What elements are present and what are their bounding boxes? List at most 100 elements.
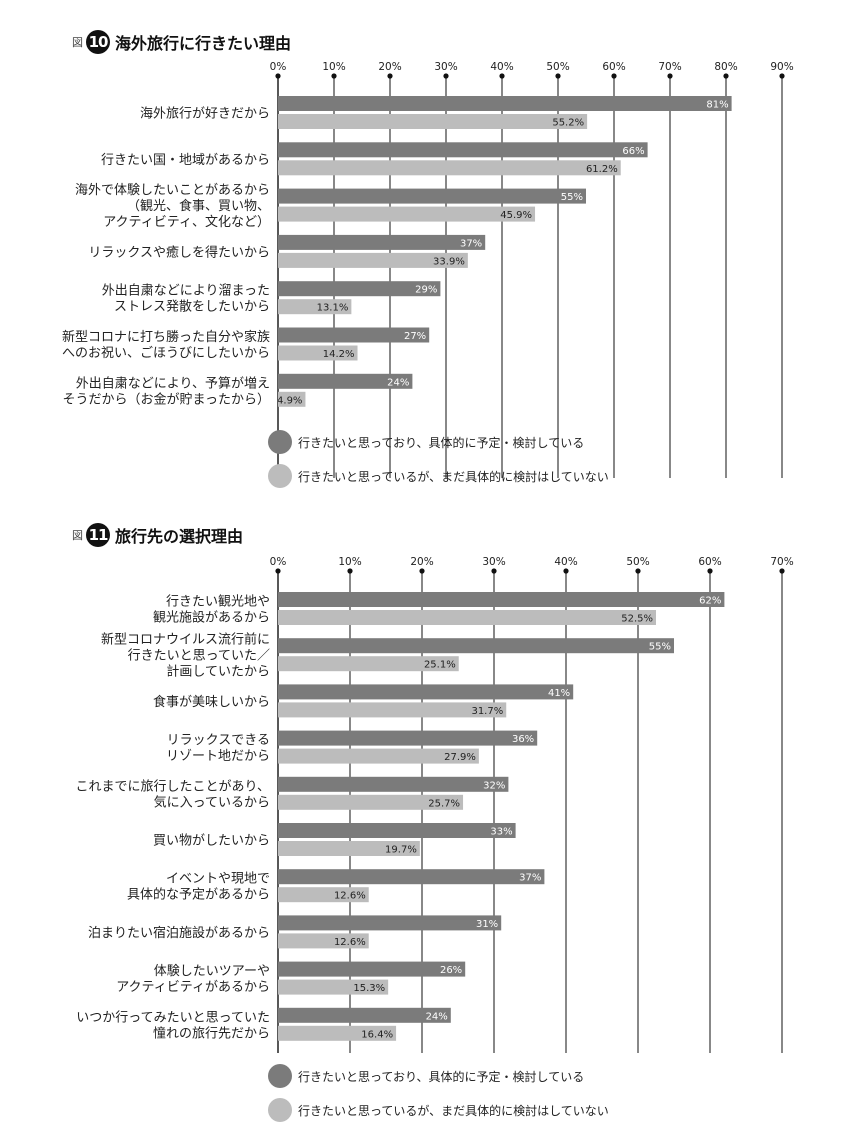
x-tick-label: 50% (546, 61, 569, 73)
tick-dot (491, 568, 497, 574)
bar-light (278, 114, 588, 129)
category-label: 行きたい国・地域があるから (101, 153, 270, 168)
bar-dark (278, 592, 725, 607)
data-label: 25.1% (424, 660, 456, 671)
legend-item-light: 行きたいと思っているが、まだ具体的に検討はしていない (268, 1098, 609, 1122)
tick-dot (723, 73, 729, 79)
tick-dot (499, 73, 505, 79)
bar-light (278, 299, 352, 315)
data-label: 55% (561, 192, 583, 203)
category-label: イベントや現地で具体的な予定があるから (127, 872, 270, 903)
data-label: 33% (490, 827, 512, 838)
category-label: これまでに旅行したことがあり、気に入っているから (76, 779, 270, 810)
data-label: 81% (706, 100, 728, 111)
category-label: 泊まりたい宿泊施設があるから (88, 925, 270, 941)
legend-swatch-light-icon (268, 464, 292, 488)
data-label: 55% (649, 642, 671, 653)
figure-number-badge: 10 (86, 30, 110, 54)
bar-light (278, 887, 369, 903)
x-tick-label: 30% (482, 556, 505, 568)
category-label: いつか行ってみたいと思っていた憧れの旅行先だから (76, 1010, 270, 1041)
figure-10-title: 図 10 海外旅行に行きたい理由 (72, 30, 291, 54)
data-label: 24% (387, 377, 409, 388)
category-label: 行きたい観光地や観光施設があるから (153, 595, 270, 626)
bar-dark (278, 961, 466, 977)
legend-item-dark: 行きたいと思っており、具体的に予定・検討している (268, 430, 609, 454)
legend-swatch-dark-icon (268, 430, 292, 454)
figure-title-text: 海外旅行に行きたい理由 (115, 34, 292, 53)
data-label: 26% (440, 965, 462, 976)
legend-label-dark: 行きたいと思っており、具体的に予定・検討している (298, 435, 585, 450)
x-tick-label: 40% (554, 556, 577, 568)
data-label: 16.4% (361, 1029, 393, 1040)
x-tick-label: 0% (270, 61, 287, 73)
bar-dark (278, 869, 545, 885)
category-label: 食事が美味しいから (153, 694, 270, 710)
data-label: 33.9% (433, 256, 465, 267)
bar-dark (278, 188, 586, 204)
bar-dark (278, 281, 441, 297)
legend-label-light: 行きたいと思っているが、まだ具体的に検討はしていない (298, 1103, 609, 1118)
x-tick-label: 20% (378, 61, 401, 73)
x-tick-label: 0% (270, 556, 287, 568)
category-label: リラックスや癒しを得たいから (88, 244, 270, 260)
data-label: 14.2% (323, 349, 355, 360)
data-label: 19.7% (385, 845, 417, 856)
figure-11-title: 図 11 旅行先の選択理由 (72, 523, 243, 547)
bar-dark (278, 96, 732, 111)
x-tick-label: 70% (658, 61, 681, 73)
data-label: 32% (483, 780, 505, 791)
bar-light (278, 748, 479, 764)
bar-dark (278, 776, 509, 792)
data-label: 27% (404, 331, 426, 342)
tick-dot (387, 73, 393, 79)
chart-overseas-travel-reasons: 0% 10% 20% 30% 40% 50% 60% 70% 80% 90% 海外旅行が好きだから 8… (62, 61, 794, 478)
bar-dark (278, 142, 648, 158)
category-label: 新型コロナウイルス流行前に行きたいと思っていた／計画していたから (101, 632, 270, 680)
bar-light (278, 794, 464, 810)
x-tick-label: 90% (770, 61, 793, 73)
tick-dot (779, 73, 785, 79)
tick-dot (707, 568, 713, 574)
bar-light (278, 345, 358, 361)
x-tick-label: 70% (770, 556, 793, 568)
tick-dot (275, 568, 281, 574)
data-label: 37% (519, 873, 541, 884)
bar-light (278, 206, 536, 222)
category-label: 海外で体験したいことがあるから（観光、食事、買い物、アクティビティ、文化など） (75, 183, 270, 230)
bar-light (278, 979, 389, 995)
data-label: 15.3% (353, 983, 385, 994)
tick-dot (275, 73, 281, 79)
bar-dark (278, 234, 486, 250)
tick-dot (611, 73, 617, 79)
figure-label: 図 (72, 529, 83, 542)
tick-dot (563, 568, 569, 574)
tick-dot (443, 73, 449, 79)
x-tick-label: 60% (698, 556, 721, 568)
data-label: 12.6% (334, 937, 366, 948)
bar-dark (278, 1007, 451, 1023)
bar-light (278, 841, 420, 856)
tick-dot (635, 568, 641, 574)
bar-light (278, 933, 369, 949)
data-label: 45.9% (500, 210, 532, 221)
data-label: 27.9% (444, 752, 476, 763)
legend-chart-11: 行きたいと思っており、具体的に予定・検討している 行きたいと思っているが、まだ具… (268, 1064, 609, 1132)
category-label: 外出自粛などにより溜まったストレス発散をしたいから (102, 284, 270, 315)
legend-chart-10: 行きたいと思っており、具体的に予定・検討している 行きたいと思っているが、まだ具… (268, 430, 609, 498)
data-label: 41% (548, 688, 570, 699)
bar-dark (278, 638, 674, 654)
bar-light (278, 702, 507, 718)
x-tick-label: 40% (490, 61, 513, 73)
figure-label: 図 (72, 36, 83, 49)
x-tick-label: 80% (714, 61, 737, 73)
data-label: 4.9% (277, 395, 302, 406)
legend-label-light: 行きたいと思っているが、まだ具体的に検討はしていない (298, 469, 609, 484)
category-label: 外出自粛などにより、予算が増えそうだから（お金が貯まったから） (63, 376, 270, 407)
legend-swatch-light-icon (268, 1098, 292, 1122)
data-label: 31% (476, 919, 498, 930)
data-label: 61.2% (586, 164, 618, 175)
data-label: 13.1% (317, 303, 349, 314)
data-label: 55.2% (552, 118, 584, 129)
data-label: 37% (460, 238, 482, 249)
